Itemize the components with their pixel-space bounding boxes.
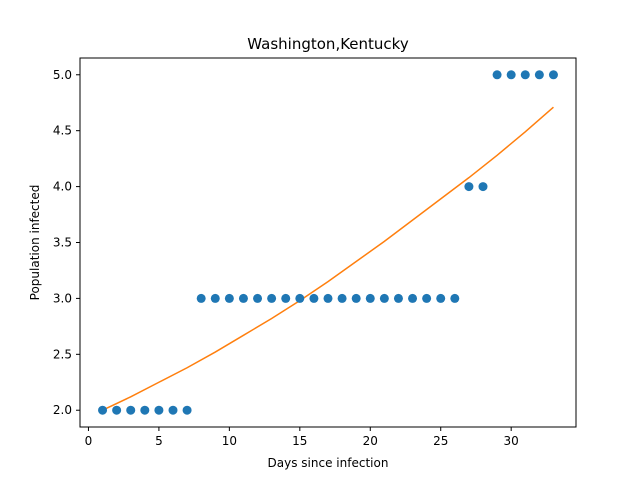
- scatter-points-layer: [98, 70, 558, 415]
- plot-area: [79, 57, 577, 428]
- data-point: [450, 293, 460, 303]
- x-tick-label: 5: [155, 434, 163, 448]
- data-point: [154, 405, 164, 415]
- data-point: [337, 293, 347, 303]
- data-point: [478, 182, 488, 192]
- data-point: [351, 293, 361, 303]
- x-axis-label: Days since infection: [268, 456, 389, 470]
- data-point: [506, 70, 516, 80]
- data-point: [464, 182, 474, 192]
- fit-curve-line: [102, 106, 554, 411]
- data-point: [323, 293, 333, 303]
- chart-title: Washington,Kentucky: [247, 35, 409, 53]
- data-point: [393, 293, 403, 303]
- x-axis-ticks: 0 5 10 15 20 25 30: [85, 427, 519, 448]
- y-tick-label: 3.5: [53, 236, 72, 250]
- data-point: [422, 293, 432, 303]
- data-point: [534, 70, 544, 80]
- data-point: [436, 293, 446, 303]
- data-point: [267, 293, 277, 303]
- data-point: [365, 293, 375, 303]
- data-point: [210, 293, 220, 303]
- data-point: [224, 293, 234, 303]
- data-point: [281, 293, 291, 303]
- data-point: [379, 293, 389, 303]
- data-point: [168, 405, 178, 415]
- data-point: [408, 293, 418, 303]
- data-point: [238, 293, 248, 303]
- data-point: [126, 405, 136, 415]
- y-tick-label: 2.0: [53, 403, 72, 417]
- data-point: [295, 293, 305, 303]
- x-tick-label: 0: [85, 434, 93, 448]
- y-tick-label: 4.5: [53, 124, 72, 138]
- y-tick-label: 3.0: [53, 291, 72, 305]
- axes-frame: [79, 57, 577, 428]
- data-point: [196, 293, 206, 303]
- data-point: [112, 405, 122, 415]
- y-tick-label: 4.0: [53, 180, 72, 194]
- fit-curve-layer: [102, 106, 554, 411]
- y-axis-label: Population infected: [28, 185, 42, 301]
- data-point: [98, 405, 108, 415]
- x-tick-label: 30: [504, 434, 519, 448]
- data-point: [182, 405, 192, 415]
- y-tick-label: 2.5: [53, 347, 72, 361]
- data-point: [309, 293, 319, 303]
- y-tick-label: 5.0: [53, 68, 72, 82]
- data-point: [548, 70, 558, 80]
- x-tick-label: 10: [222, 434, 237, 448]
- y-axis-ticks: 2.0 2.5 3.0 3.5 4.0 4.5 5.0: [53, 68, 80, 417]
- data-point: [253, 293, 263, 303]
- data-point: [492, 70, 502, 80]
- data-point: [140, 405, 150, 415]
- x-tick-label: 20: [363, 434, 378, 448]
- data-point: [520, 70, 530, 80]
- x-tick-label: 25: [433, 434, 448, 448]
- x-tick-label: 15: [292, 434, 307, 448]
